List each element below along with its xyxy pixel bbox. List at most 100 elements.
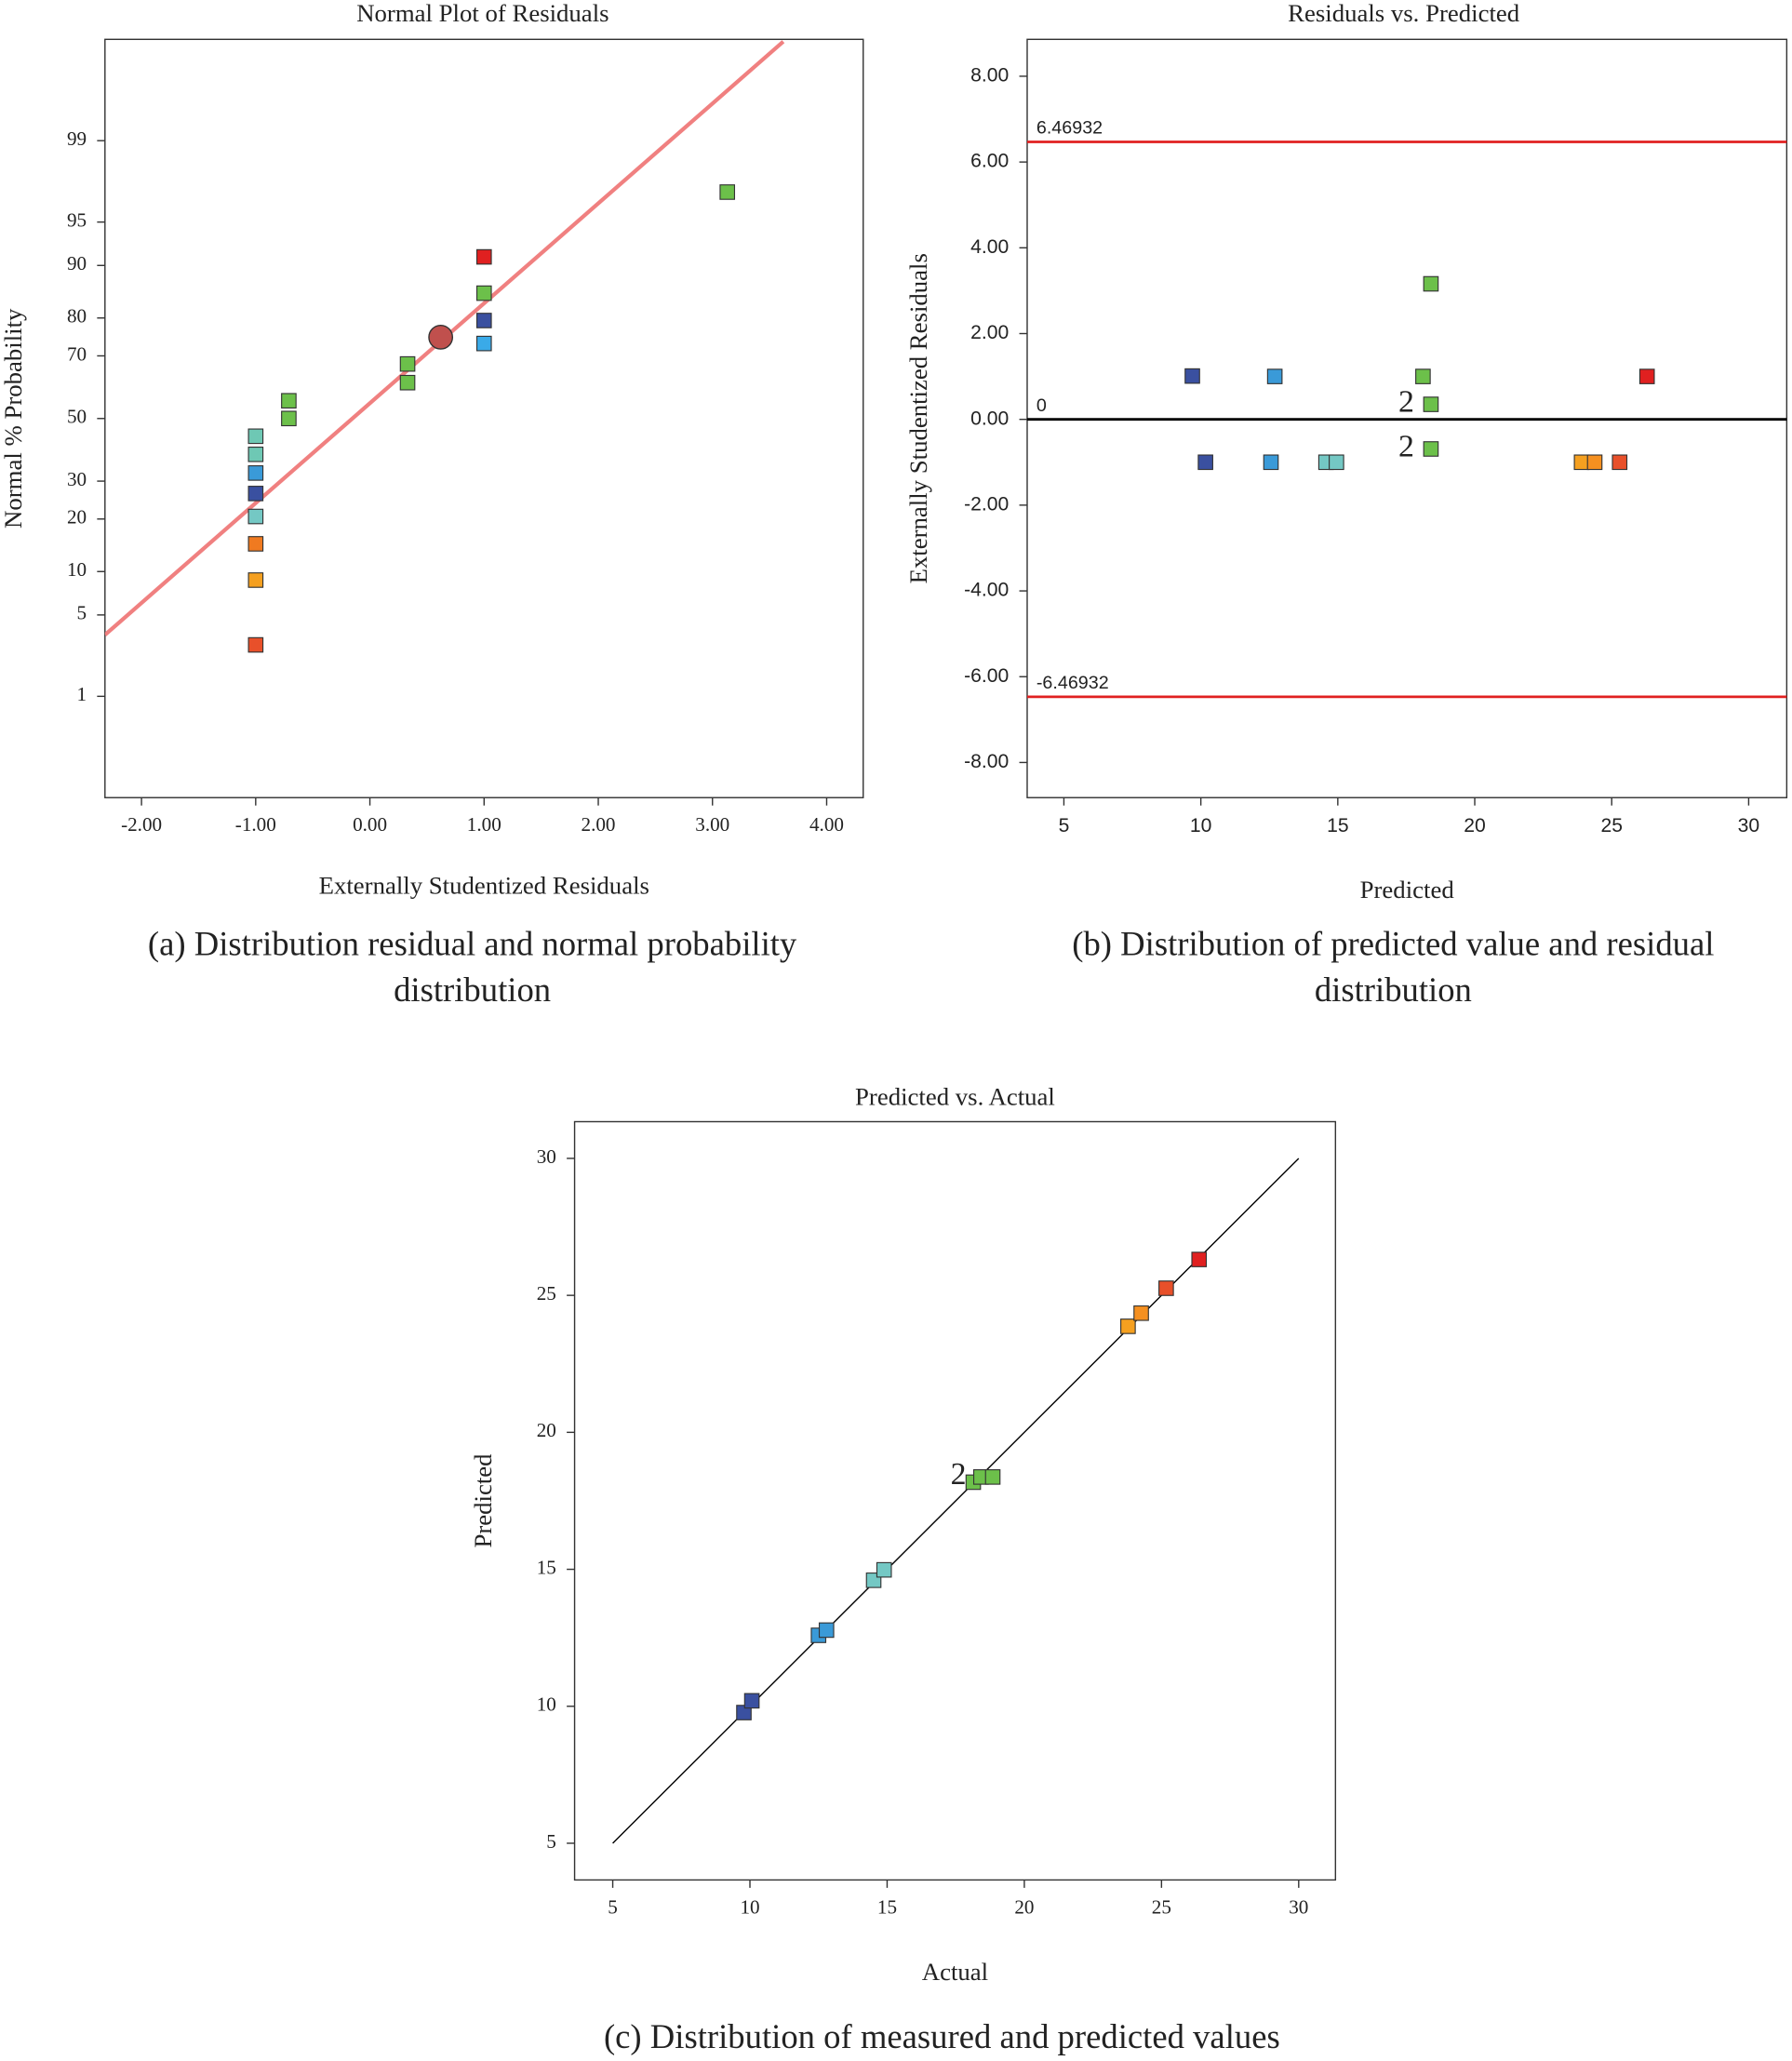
y-tick-label: -4.00 xyxy=(964,580,1009,601)
point xyxy=(1638,368,1655,384)
y-tick-label: 80 xyxy=(67,305,87,328)
y-tick-label: 1 xyxy=(77,683,87,705)
x-tick-label: 2.00 xyxy=(582,813,616,836)
point xyxy=(1611,454,1628,471)
point xyxy=(1191,1251,1208,1267)
x-tick-label: 25 xyxy=(1152,1895,1171,1918)
x-tick-label: 20 xyxy=(1464,815,1486,836)
caption: (a) Distribution residual and normal pro… xyxy=(147,925,797,1010)
y-tick-label: 25 xyxy=(537,1282,556,1305)
x-tick-label: 0.00 xyxy=(353,813,387,836)
y-tick-label: 10 xyxy=(537,1693,556,1716)
chart-title: Normal Plot of Residuals xyxy=(356,0,608,27)
point xyxy=(818,1622,835,1639)
point xyxy=(247,486,264,502)
x-tick-label: 10 xyxy=(740,1895,759,1918)
reference-label: 0 xyxy=(1036,395,1047,416)
x-tick-label: -2.00 xyxy=(121,813,162,836)
point xyxy=(281,393,297,409)
point xyxy=(719,184,736,200)
point xyxy=(1415,368,1431,384)
point xyxy=(1266,368,1283,384)
caption: (c) Distribution of measured and predict… xyxy=(603,2017,1280,2056)
point xyxy=(247,446,264,462)
y-tick-label: 99 xyxy=(67,127,87,150)
x-tick-label: -1.00 xyxy=(235,813,276,836)
point xyxy=(1120,1318,1136,1334)
y-tick-label: -2.00 xyxy=(964,493,1009,515)
point xyxy=(1423,396,1439,412)
y-tick-label: 0.00 xyxy=(970,408,1009,429)
caption-box: (b) Distribution of predicted value and … xyxy=(1072,925,1715,1010)
y-tick-label: -8.00 xyxy=(964,751,1009,772)
annotation: 2 xyxy=(1398,429,1414,463)
y-tick-label: 30 xyxy=(537,1145,556,1168)
point xyxy=(399,374,416,391)
y-tick-label: 10 xyxy=(67,558,87,581)
point xyxy=(1586,454,1603,471)
reference-label: -6.46932 xyxy=(1036,673,1109,693)
chart-title: Predicted vs. Actual xyxy=(855,1083,1055,1111)
point xyxy=(247,508,264,525)
point xyxy=(1329,454,1344,471)
point xyxy=(399,355,416,372)
x-axis-label: Externally Studentized Residuals xyxy=(319,872,649,900)
y-tick-label: 2.00 xyxy=(970,322,1009,343)
y-tick-label: 20 xyxy=(537,1419,556,1441)
annotation: 2 xyxy=(951,1457,967,1492)
caption-box: (a) Distribution residual and normal pro… xyxy=(147,925,797,1010)
y-tick-label: 20 xyxy=(67,506,87,529)
x-tick-label: 15 xyxy=(1327,815,1349,836)
y-tick-label: 5 xyxy=(77,602,87,624)
x-axis-label: Actual xyxy=(922,1958,988,1986)
y-axis-label: Externally Studentized Residuals xyxy=(904,253,932,583)
x-tick-label: 25 xyxy=(1600,815,1623,836)
x-tick-label: 10 xyxy=(1190,815,1212,836)
point xyxy=(247,428,264,445)
y-tick-label: 50 xyxy=(67,406,87,428)
point xyxy=(247,636,264,653)
point xyxy=(475,313,492,328)
fit-line xyxy=(612,1158,1300,1844)
x-tick-label: 20 xyxy=(1014,1895,1034,1918)
y-axis-label: Predicted xyxy=(469,1453,497,1548)
x-tick-label: 4.00 xyxy=(809,813,844,836)
point xyxy=(1423,441,1439,457)
x-tick-label: 5 xyxy=(1059,815,1070,836)
y-tick-label: 15 xyxy=(537,1556,556,1578)
y-tick-label: 4.00 xyxy=(970,236,1009,258)
point xyxy=(1158,1280,1174,1296)
point xyxy=(1263,454,1279,471)
y-tick-label: 30 xyxy=(67,468,87,490)
point xyxy=(1133,1305,1149,1321)
point xyxy=(1423,275,1439,292)
y-tick-label: 6.00 xyxy=(970,151,1009,172)
point xyxy=(736,1705,752,1720)
point xyxy=(247,572,264,588)
y-tick-label: 5 xyxy=(546,1830,556,1853)
y-tick-label: 90 xyxy=(67,252,87,274)
point xyxy=(1184,368,1200,384)
x-axis-label: Predicted xyxy=(1360,876,1455,903)
point xyxy=(475,285,492,301)
annotation: 2 xyxy=(1398,384,1414,419)
y-axis-label: Normal % Probability xyxy=(0,308,27,529)
x-tick-label: 1.00 xyxy=(467,813,501,836)
y-tick-label: 70 xyxy=(67,342,87,365)
point xyxy=(743,1693,760,1709)
point xyxy=(1197,454,1213,471)
plot-frame xyxy=(573,1120,1337,1881)
x-tick-label: 30 xyxy=(1738,815,1760,836)
x-tick-label: 5 xyxy=(608,1895,618,1918)
chart-title: Residuals vs. Predicted xyxy=(1288,0,1520,27)
point xyxy=(984,1469,1001,1485)
point xyxy=(247,465,264,481)
point xyxy=(247,536,264,552)
center-point xyxy=(428,324,454,350)
caption: (b) Distribution of predicted value and … xyxy=(1072,925,1715,1010)
x-tick-label: 3.00 xyxy=(695,813,729,836)
point xyxy=(281,410,297,427)
point xyxy=(876,1561,892,1578)
y-tick-label: -6.00 xyxy=(964,665,1009,687)
